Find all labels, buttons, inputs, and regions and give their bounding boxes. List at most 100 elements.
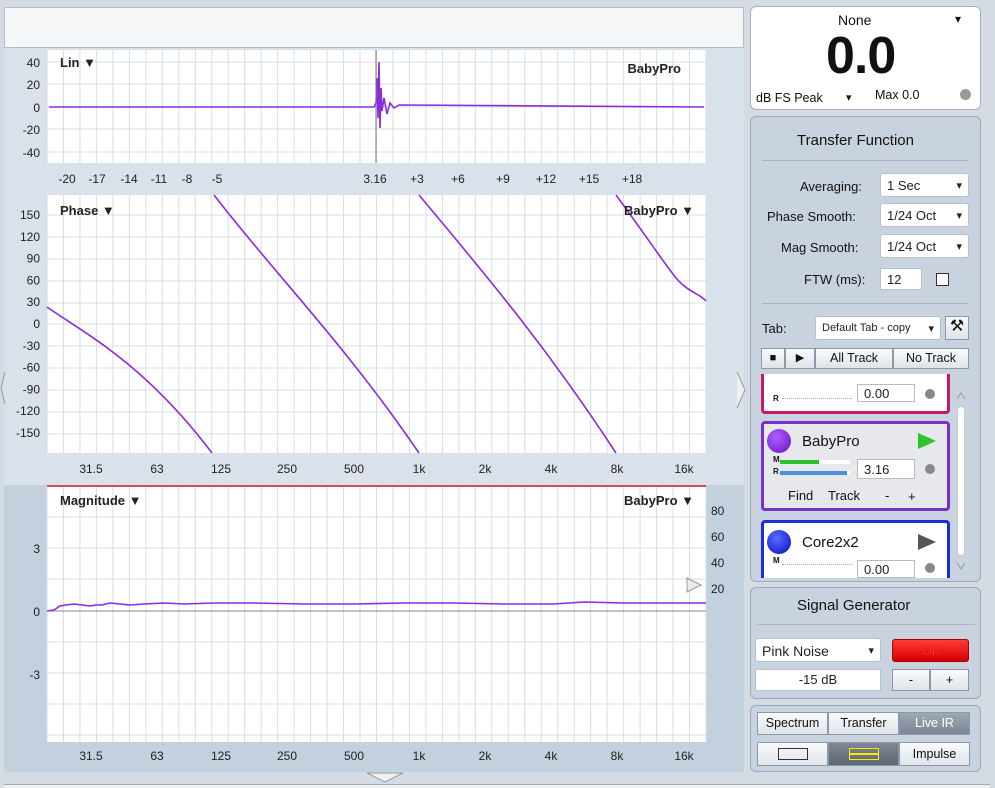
transfer-tab[interactable]: Transfer (828, 712, 899, 735)
phase-title[interactable]: Phase ▼ (60, 203, 115, 218)
averaging-value: 1 Sec (887, 178, 921, 193)
tools-button[interactable]: ⚒ (945, 316, 969, 340)
scroll-down-icon[interactable] (956, 562, 966, 570)
magnitude-plot[interactable]: Magnitude ▼ BabyPro ▼ 3 0 -3 80 60 40 20 31.5… (4, 485, 744, 772)
scrollbar-thumb[interactable] (957, 406, 965, 556)
magnitude-x-tick: 1k (413, 749, 427, 763)
meter-mode[interactable]: dB FS Peak (756, 91, 823, 105)
signal-level-field[interactable]: -15 dB (755, 669, 881, 691)
split-plot-layout-button[interactable] (828, 742, 899, 766)
phase-x-tick: 500 (344, 462, 364, 476)
stop-button[interactable]: ■ (761, 348, 785, 369)
meter-mode-dropdown-icon[interactable]: ▾ (846, 92, 852, 104)
track-color-dot[interactable] (767, 530, 791, 554)
delay-minus-button[interactable]: - (885, 488, 890, 503)
magnitude-device-label[interactable]: BabyPro ▼ (624, 493, 694, 508)
phase-plot[interactable]: Phase ▼ BabyPro ▼ 150 120 90 60 30 0 -30 -60 -90… (4, 193, 744, 485)
track-list-scrollbar[interactable] (954, 392, 968, 574)
meter-max[interactable]: Max 0.0 (875, 88, 920, 102)
track-name[interactable]: BabyPro (802, 433, 860, 450)
collapse-right-icon[interactable] (735, 370, 747, 410)
chevron-down-icon: ▾ (956, 180, 962, 192)
meter-source-dropdown-icon[interactable]: ▾ (955, 12, 962, 26)
lin-x-tick: +18 (622, 172, 643, 186)
track-name[interactable]: Core2x2 (802, 534, 859, 551)
spectrum-tab[interactable]: Spectrum (757, 712, 828, 735)
scroll-up-icon[interactable] (956, 392, 966, 400)
phase-y-tick: 120 (20, 230, 40, 244)
signal-generator-title: Signal Generator (797, 597, 911, 614)
play-icon[interactable] (916, 432, 938, 450)
signal-type-select[interactable]: Pink Noise ▾ (755, 638, 881, 662)
play-button[interactable]: ▶ (785, 348, 815, 369)
track-button[interactable]: Track (828, 488, 861, 503)
delay-field[interactable]: 3.16 (857, 459, 915, 479)
ftw-value: 12 (887, 272, 902, 287)
tab-select[interactable]: Default Tab - copy ▾ (815, 316, 941, 340)
averaging-label: Averaging: (800, 179, 862, 194)
delay-field[interactable]: 0.00 (857, 384, 915, 402)
track-meter-m-bar (780, 460, 850, 464)
lin-x-tick: -14 (120, 172, 138, 186)
track-color-dot[interactable] (767, 429, 791, 453)
magnitude-title[interactable]: Magnitude ▼ (60, 493, 141, 508)
phase-y-tick: -120 (16, 404, 40, 418)
level-plus-button[interactable]: + (930, 669, 969, 691)
divider (757, 624, 975, 625)
coherence-y-tick: 20 (711, 582, 725, 596)
coherence-y-tick: 80 (711, 504, 725, 518)
single-plot-layout-button[interactable] (757, 742, 828, 766)
meter-reset-dot[interactable] (960, 89, 971, 100)
signal-on-button[interactable]: On (892, 639, 969, 662)
single-pane-icon (778, 748, 808, 760)
live-ir-tab[interactable]: Live IR (899, 712, 970, 735)
phase-smooth-select[interactable]: 1/24 Oct ▾ (880, 203, 969, 227)
delay-plus-button[interactable]: + (908, 489, 916, 504)
split-pane-icon (849, 748, 879, 760)
mag-smooth-select[interactable]: 1/24 Oct ▾ (880, 234, 969, 258)
magnitude-trace (46, 601, 706, 612)
lin-x-tick: +15 (579, 172, 600, 186)
phase-y-tick: 150 (20, 208, 40, 222)
lin-plot[interactable]: Lin ▼ BabyPro 40 20 0 -20 -40 -20 -17 -14 -11 -8… (4, 48, 744, 193)
collapse-bottom-icon[interactable] (365, 772, 405, 784)
lin-x-tick: +3 (410, 172, 424, 186)
track-item[interactable] (761, 374, 950, 414)
all-track-button[interactable]: All Track (815, 348, 893, 369)
wrench-icon: ⚒ (949, 318, 965, 335)
chevron-down-icon: ▾ (928, 323, 934, 335)
phase-device-label[interactable]: BabyPro ▼ (624, 203, 694, 218)
top-bar (4, 7, 744, 48)
phase-x-tick: 1k (413, 462, 427, 476)
lin-y-tick: -20 (23, 123, 41, 137)
impulse-tab[interactable]: Impulse (899, 742, 970, 766)
phase-trace-3 (418, 194, 617, 454)
track-delay-dot[interactable] (925, 389, 935, 399)
track-delay-dot[interactable] (925, 563, 935, 573)
magnitude-x-tick: 31.5 (79, 749, 103, 763)
phase-x-tick: 250 (277, 462, 297, 476)
divider (762, 160, 968, 161)
find-button[interactable]: Find (788, 488, 814, 503)
lin-title[interactable]: Lin ▼ (60, 55, 96, 70)
mag-smooth-label: Mag Smooth: (781, 240, 859, 255)
ftw-checkbox[interactable] (936, 273, 949, 286)
play-icon: ▶ (795, 352, 805, 364)
ftw-input[interactable]: 12 (880, 268, 922, 290)
tab-label: Tab: (762, 321, 787, 336)
magnitude-x-tick: 63 (150, 749, 164, 763)
delay-field[interactable]: 0.00 (857, 560, 915, 578)
collapse-left-icon[interactable] (0, 370, 6, 406)
meter-source[interactable]: None (838, 12, 872, 28)
phase-x-tick: 2k (479, 462, 493, 476)
magnitude-x-tick: 125 (211, 749, 231, 763)
phase-x-tick: 16k (674, 462, 694, 476)
phase-x-tick: 8k (611, 462, 625, 476)
level-minus-button[interactable]: - (892, 669, 930, 691)
play-icon[interactable] (916, 533, 938, 551)
no-track-button[interactable]: No Track (893, 348, 969, 369)
delay-marker-icon[interactable] (686, 577, 703, 593)
lin-y-tick: 20 (27, 78, 41, 92)
track-delay-dot[interactable] (925, 464, 935, 474)
averaging-select[interactable]: 1 Sec ▾ (880, 173, 969, 197)
